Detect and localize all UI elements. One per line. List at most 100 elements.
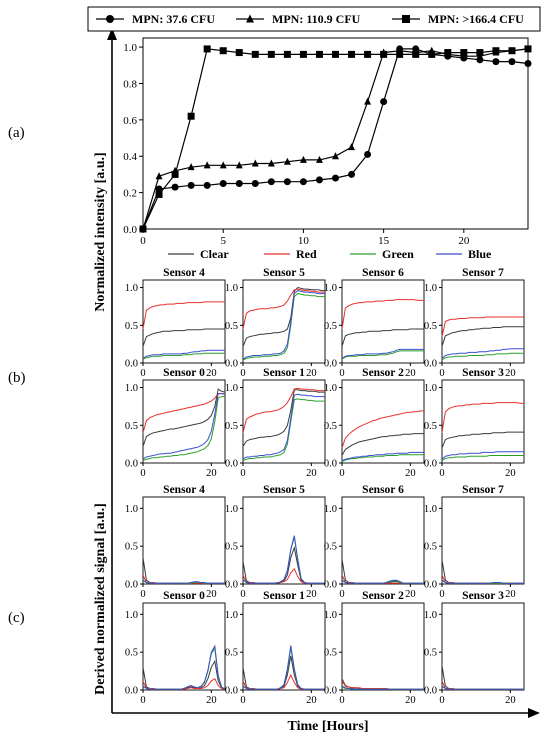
- chart-b-ytick-label: 1.0: [225, 283, 238, 294]
- point-mpn-110-9: [364, 97, 372, 105]
- point-mpn-166-4: [412, 50, 420, 58]
- chart-c-ytick-label: 0.5: [424, 542, 437, 553]
- chart-c-title-sensor-3: Sensor 3: [462, 590, 504, 602]
- chart-c-ytick-label: 0.5: [424, 648, 437, 659]
- chart-b-subplot-sensor-1: Sensor 1 0 20 0.0 0.5 1.0: [225, 367, 326, 479]
- chart-c-ytick-label: 0.0: [424, 580, 437, 591]
- chart-b-line-clear-sensor-5: [242, 286, 325, 347]
- panel-label-c: (c): [8, 610, 25, 626]
- panel-label-a: (a): [8, 125, 25, 141]
- chart-b-line-green-sensor-0: [142, 396, 225, 462]
- chart-b-xtick-label: 0: [439, 368, 444, 379]
- point-mpn-166-4: [428, 50, 436, 58]
- chart-b-xtick-label: 0: [140, 468, 145, 479]
- chart-c-xtick-label: 0: [339, 589, 344, 600]
- point-mpn-166-4: [364, 50, 372, 58]
- chart-c: Sensor 4 0 20 0.0 0.5 1.0 Sensor 5 0 20 0.0 0.5 1.0…: [125, 484, 525, 706]
- legend-label-blue: Blue: [468, 247, 492, 261]
- chart-c-xtick-label: 20: [405, 695, 416, 706]
- chart-c-frame-sensor-3: [441, 602, 525, 691]
- chart-b-frame-sensor-4: [142, 279, 226, 364]
- chart-b-line-green-sensor-2: [341, 454, 424, 462]
- chart-b-line-green-sensor-1: [242, 398, 325, 462]
- chart-c-ytick-label: 1.0: [324, 610, 337, 621]
- legend-marker-mpn-37-6: [106, 15, 114, 23]
- point-mpn-37-6: [332, 174, 339, 182]
- point-mpn-166-4: [315, 50, 323, 58]
- point-mpn-110-9: [283, 157, 291, 165]
- chart-c-frame-sensor-1: [242, 602, 326, 691]
- chart-c-xtick-label: 20: [405, 589, 416, 600]
- chart-b: Sensor 4 0 20 0.0 0.5 1.0 Sensor 5 0 20 0.0 0.5 1.0…: [125, 247, 525, 479]
- chart-c-xtick-label: 0: [140, 695, 145, 706]
- chart-c-line-blue-sensor-7: [441, 579, 524, 584]
- point-mpn-166-4: [203, 45, 211, 53]
- chart-b-ytick-label: 0.5: [225, 321, 238, 332]
- chart-c-ytick-label: 1.0: [424, 610, 437, 621]
- point-mpn-37-6: [171, 183, 179, 191]
- chart-c-line-blue-sensor-2: [341, 685, 424, 690]
- chart-b-line-blue-sensor-5: [242, 290, 325, 360]
- chart-c-ytick-label: 0.0: [324, 686, 337, 697]
- chart-b-frame-sensor-7: [441, 279, 525, 364]
- point-mpn-166-4: [508, 47, 516, 55]
- chart-b-subplot-sensor-2: Sensor 2 0 20 0.0 0.5 1.0: [324, 367, 425, 479]
- point-mpn-166-4: [380, 50, 388, 58]
- point-mpn-110-9: [299, 155, 307, 163]
- chart-c-xtick-label: 20: [306, 589, 317, 600]
- chart-b-line-blue-sensor-3: [441, 451, 524, 460]
- chart-b-xtick-label: 20: [306, 368, 317, 379]
- chart-a-xtick-label: 5: [220, 235, 226, 247]
- chart-c-title-sensor-6: Sensor 6: [362, 484, 404, 496]
- chart-b-line-clear-sensor-7: [441, 326, 524, 347]
- chart-b-ytick-label: 0.0: [324, 459, 337, 470]
- chart-a-ytick-label: 0.4: [123, 151, 137, 163]
- chart-c-frame-sensor-7: [441, 496, 525, 585]
- chart-b-title-sensor-4: Sensor 4: [163, 267, 205, 279]
- chart-b-subplot-sensor-4: Sensor 4 0 20 0.0 0.5 1.0: [125, 267, 226, 379]
- chart-b-line-green-sensor-4: [142, 352, 225, 360]
- chart-b-ytick-label: 0.0: [424, 459, 437, 470]
- chart-b-xtick-label: 20: [206, 468, 217, 479]
- chart-c-xtick-label: 0: [240, 695, 245, 706]
- chart-b-ytick-label: 1.0: [424, 283, 437, 294]
- chart-c-ytick-label: 0.5: [225, 648, 238, 659]
- chart-b-line-red-sensor-4: [142, 301, 225, 330]
- point-mpn-37-6: [203, 181, 211, 189]
- point-mpn-166-4: [476, 49, 484, 57]
- chart-b-line-clear-sensor-4: [142, 328, 225, 347]
- chart-c-subplot-sensor-5: Sensor 5 0 20 0.0 0.5 1.0: [225, 484, 326, 600]
- point-mpn-110-9: [251, 159, 259, 167]
- chart-c-xtick-label: 0: [439, 589, 444, 600]
- legend-label-mpn-37-6: MPN: 37.6 CFU: [132, 12, 215, 26]
- chart-b-line-blue-sensor-2: [341, 451, 424, 462]
- chart-c-title-sensor-1: Sensor 1: [263, 590, 305, 602]
- chart-c-ytick-label: 1.0: [324, 504, 337, 515]
- chart-b-ytick-label: 0.0: [225, 459, 238, 470]
- point-mpn-37-6: [348, 170, 356, 178]
- chart-c-xtick-label: 20: [206, 695, 217, 706]
- chart-c-line-blue-sensor-6: [341, 579, 424, 584]
- chart-b-ytick-label: 0.5: [125, 421, 138, 432]
- chart-b-ytick-label: 0.0: [324, 359, 337, 370]
- chart-c-subplot-sensor-1: Sensor 1 0 20 0.0 0.5 1.0: [225, 590, 326, 706]
- chart-c-ytick-label: 1.0: [424, 504, 437, 515]
- chart-c-subplot-sensor-3: Sensor 3 0 20 0.0 0.5 1.0: [424, 590, 525, 706]
- chart-b-xtick-label: 20: [505, 368, 516, 379]
- chart-c-ytick-label: 0.5: [125, 648, 138, 659]
- chart-c-xtick-label: 0: [240, 589, 245, 600]
- chart-c-xtick-label: 20: [505, 695, 516, 706]
- point-mpn-166-4: [283, 50, 291, 58]
- point-mpn-166-4: [219, 47, 227, 55]
- chart-b-line-red-sensor-6: [341, 299, 424, 330]
- point-mpn-110-9: [332, 152, 339, 160]
- legend-label-mpn-110-9: MPN: 110.9 CFU: [272, 12, 361, 26]
- chart-c-ytick-label: 0.5: [125, 542, 138, 553]
- point-mpn-166-4: [348, 50, 356, 58]
- point-mpn-166-4: [251, 50, 259, 58]
- chart-b-ytick-label: 0.5: [324, 321, 337, 332]
- point-mpn-166-4: [444, 49, 452, 57]
- chart-c-xtick-label: 0: [140, 589, 145, 600]
- chart-c-ytick-label: 0.0: [324, 580, 337, 591]
